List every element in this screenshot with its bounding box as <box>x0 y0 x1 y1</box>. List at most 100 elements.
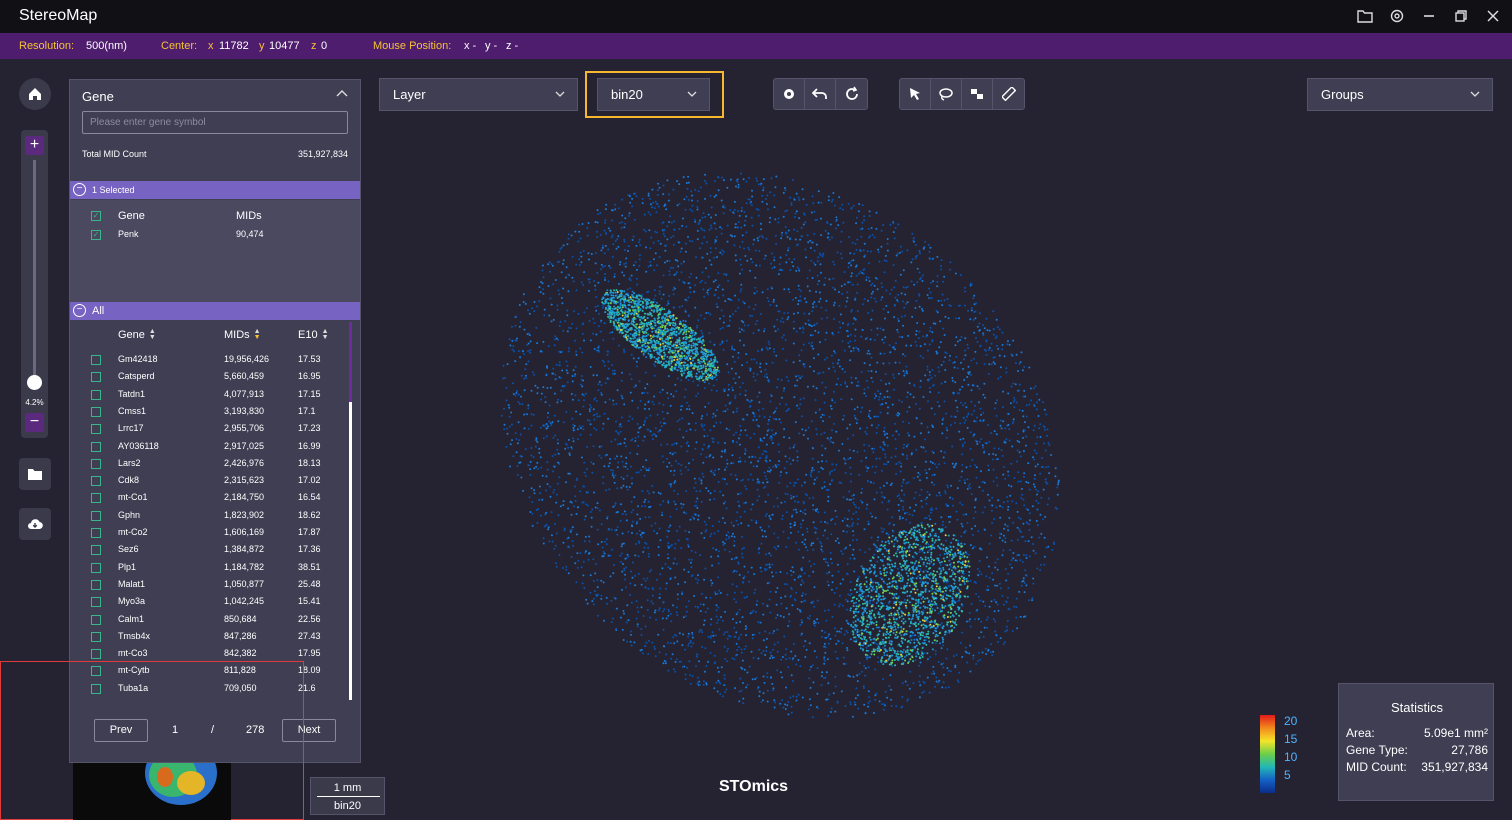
gene-e10: 22.56 <box>298 613 321 624</box>
table-row[interactable]: Gphn 1,823,902 18.62 <box>70 508 348 524</box>
gene-checkbox[interactable] <box>91 666 101 677</box>
gene-checkbox[interactable] <box>91 510 101 521</box>
gene-checkbox[interactable] <box>91 424 101 435</box>
table-row[interactable]: Tmsb4x 847,286 27.43 <box>70 629 348 645</box>
table-row[interactable]: mt-Cytb 811,828 18.09 <box>70 663 348 679</box>
collapse-selected-icon[interactable]: − <box>73 183 86 196</box>
settings-icon[interactable] <box>1388 7 1406 25</box>
gene-checkbox[interactable] <box>91 355 101 365</box>
zoom-in-button[interactable]: + <box>25 136 44 155</box>
total-mid-count-value: 351,927,834 <box>297 149 348 159</box>
gene-mids: 709,050 <box>224 682 257 693</box>
table-row[interactable]: mt-Co1 2,184,750 16.54 <box>70 490 348 506</box>
gene-checkbox[interactable] <box>91 631 101 642</box>
bin-dropdown[interactable]: bin20 <box>597 78 710 111</box>
table-row[interactable]: Plp1 1,184,782 38.51 <box>70 560 348 576</box>
download-button[interactable] <box>19 508 51 540</box>
table-row[interactable]: Cmss1 3,193,830 17.1 <box>70 404 348 420</box>
spatial-expression-map[interactable] <box>480 155 1100 745</box>
close-icon[interactable] <box>1484 7 1502 25</box>
view-tools <box>773 78 868 110</box>
mids-column-header[interactable]: MIDs ▲ ▼ <box>224 328 261 342</box>
zoom-knob[interactable] <box>27 375 42 390</box>
gene-name: mt-Co3 <box>118 648 148 659</box>
gene-checkbox[interactable] <box>91 562 101 573</box>
center-y-label: y <box>259 40 265 52</box>
collapse-panel-icon[interactable] <box>336 86 348 100</box>
gene-e10: 18.09 <box>298 665 321 676</box>
scale-length: 1 mm <box>333 782 362 794</box>
restore-icon[interactable] <box>1452 7 1470 25</box>
region-select-icon[interactable] <box>962 79 993 109</box>
open-file-button[interactable] <box>19 458 51 490</box>
open-folder-icon[interactable] <box>1356 7 1374 25</box>
all-genes-table: Gene ▲ ▼ MIDs ▲ ▼ E10 ▲ ▼ Gm42418 19,956,426 17.… <box>70 320 360 701</box>
gene-checkbox[interactable] <box>91 458 101 469</box>
center-label: Center: <box>161 40 198 52</box>
lasso-icon[interactable] <box>931 79 962 109</box>
select-all-selected-checkbox[interactable]: ✓ <box>91 211 101 221</box>
total-mid-count-label: Total MID Count <box>82 149 147 159</box>
home-button[interactable] <box>19 78 51 110</box>
table-row[interactable]: AY036118 2,917,025 16.99 <box>70 439 348 455</box>
table-row[interactable]: mt-Co3 842,382 17.95 <box>70 646 348 662</box>
table-row[interactable]: Malat1 1,050,877 25.48 <box>70 577 348 593</box>
ruler-icon[interactable] <box>993 79 1024 109</box>
gene-checkbox[interactable] <box>91 614 101 625</box>
gene-checkbox[interactable] <box>91 649 101 660</box>
gene-checkbox[interactable] <box>91 683 101 694</box>
gene-checkbox[interactable] <box>91 579 101 590</box>
collapse-all-icon[interactable]: − <box>73 304 86 317</box>
selection-tools <box>899 78 1025 110</box>
pointer-icon[interactable] <box>900 79 931 109</box>
gene-checkbox[interactable] <box>91 528 101 538</box>
gene-search-input[interactable] <box>82 111 348 134</box>
title-bar: StereoMap <box>0 0 1512 33</box>
minimize-icon[interactable] <box>1420 7 1438 25</box>
gene-checkbox[interactable] <box>91 372 101 383</box>
table-row[interactable]: Myo3a 1,042,245 15.41 <box>70 594 348 610</box>
groups-dropdown[interactable]: Groups <box>1307 78 1493 111</box>
gene-list-scrollbar[interactable] <box>349 322 352 700</box>
table-row[interactable]: mt-Co2 1,606,169 17.87 <box>70 525 348 541</box>
gene-checkbox[interactable] <box>91 545 101 556</box>
table-row[interactable]: Calm1 850,684 22.56 <box>70 612 348 628</box>
table-row[interactable]: Sez6 1,384,872 17.36 <box>70 542 348 558</box>
zoom-slider[interactable]: + 4.2% − <box>21 130 48 438</box>
undo-icon[interactable] <box>805 79 836 109</box>
gene-name: AY036118 <box>118 440 159 451</box>
center-x-value: 11782 <box>219 40 249 52</box>
gene-checkbox[interactable] <box>91 493 101 504</box>
table-row[interactable]: Tuba1a 709,050 21.6 <box>70 681 348 697</box>
gene-e10: 16.54 <box>298 492 321 503</box>
gene-checkbox[interactable] <box>91 476 101 487</box>
refresh-icon[interactable] <box>836 79 867 109</box>
table-row[interactable]: Cdk8 2,315,623 17.02 <box>70 473 348 489</box>
zoom-out-button[interactable]: − <box>25 413 44 432</box>
selected-section-header[interactable]: − 1 Selected <box>70 181 360 199</box>
mouse-x-value: x - <box>464 40 477 52</box>
gene-name: mt-Co1 <box>118 492 148 503</box>
gene-checkbox[interactable] <box>91 406 101 417</box>
gene-e10: 21.6 <box>298 682 316 693</box>
table-row[interactable]: Lrrc17 2,955,706 17.23 <box>70 421 348 437</box>
table-row[interactable]: Lars2 2,426,976 18.13 <box>70 456 348 472</box>
layer-dropdown[interactable]: Layer <box>379 78 578 111</box>
selected-gene-checkbox[interactable]: ✓ <box>91 230 101 240</box>
gene-checkbox[interactable] <box>91 441 101 452</box>
gene-column-header[interactable]: Gene ▲ ▼ <box>118 328 156 342</box>
mouse-y-value: y - <box>485 40 498 52</box>
all-section-header[interactable]: − All <box>70 302 360 320</box>
settings-icon[interactable] <box>774 79 805 109</box>
table-row[interactable]: Catsperd 5,660,459 16.95 <box>70 369 348 385</box>
e10-column-header[interactable]: E10 ▲ ▼ <box>298 328 329 342</box>
gene-e10: 17.23 <box>298 423 321 434</box>
gene-checkbox[interactable] <box>91 389 101 400</box>
bin-dropdown-highlight <box>585 71 724 118</box>
gene-checkbox[interactable] <box>91 597 101 608</box>
prev-page-button[interactable]: Prev <box>94 719 148 742</box>
chevron-down-icon <box>687 79 697 110</box>
scroll-thumb[interactable] <box>349 402 352 700</box>
table-row[interactable]: Tatdn1 4,077,913 17.15 <box>70 387 348 403</box>
table-row[interactable]: Gm42418 19,956,426 17.53 <box>70 352 348 368</box>
